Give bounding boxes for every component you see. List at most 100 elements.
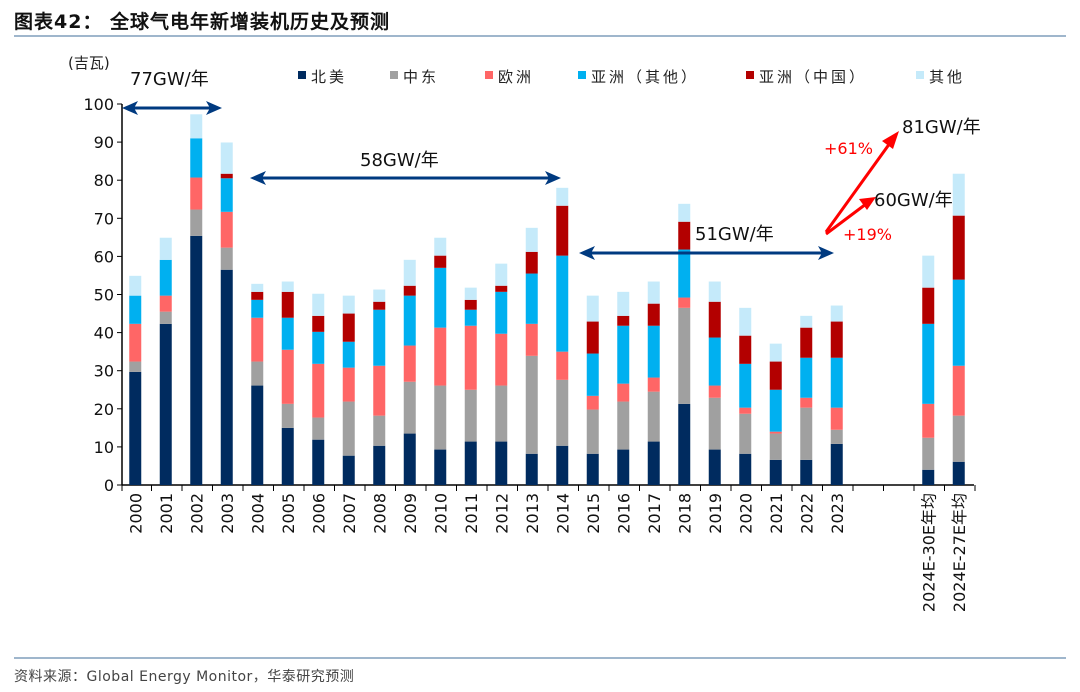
bar-segment: [373, 415, 386, 446]
x-tick-label: 2006: [309, 493, 328, 534]
bar-segment: [495, 291, 508, 334]
bar-segment: [769, 361, 782, 390]
bar-segment: [495, 285, 508, 292]
bar-segment: [312, 417, 325, 440]
x-tick-label: 2019: [706, 493, 725, 534]
annotation-58gw: 58GW/年: [360, 150, 439, 171]
bar-segment: [434, 237, 447, 256]
bar-segment: [830, 407, 843, 430]
bar-segment: [220, 142, 233, 174]
x-tick-label: 2021: [767, 493, 786, 534]
bar-segment: [739, 363, 752, 408]
bar-segment: [952, 215, 965, 280]
range-arrow-head: [579, 246, 595, 260]
bar-segment: [251, 283, 264, 292]
y-tick-label: 90: [94, 133, 114, 152]
bar-segment: [525, 251, 538, 274]
bar-segment: [312, 363, 325, 418]
bar-segment: [586, 453, 599, 485]
source-note: 资料来源：Global Energy Monitor，华泰研究预测: [14, 669, 355, 685]
bar-segment: [251, 299, 264, 318]
bar-segment: [922, 255, 935, 288]
bar-segment: [312, 315, 325, 332]
bar-segment: [800, 357, 813, 398]
y-tick-label: 20: [94, 400, 114, 419]
bar-segment: [434, 255, 447, 268]
legend-swatch: [746, 71, 754, 79]
bar-segment: [922, 437, 935, 470]
bar-segment: [342, 455, 355, 485]
bar-segment: [708, 449, 721, 485]
bar-segment: [556, 255, 569, 352]
bar-segment: [312, 331, 325, 364]
bar-segment: [403, 345, 416, 382]
bar-segment: [586, 395, 599, 410]
bar-segment: [678, 203, 691, 222]
bar-segment: [342, 341, 355, 368]
bar-segment: [190, 235, 203, 485]
annotation-plus-19: +19%: [843, 225, 892, 244]
x-tick-label: 2007: [340, 493, 359, 534]
bar-segment: [342, 295, 355, 314]
bar-segment: [800, 459, 813, 485]
bar-segment: [769, 389, 782, 432]
legend-swatch: [390, 71, 398, 79]
bar-segment: [464, 389, 477, 442]
legend-label: 亚洲（其他）: [591, 68, 699, 86]
bar-segment: [220, 269, 233, 485]
x-tick-label: 2015: [584, 493, 603, 534]
x-tick-label: 2020: [736, 493, 755, 534]
legend-label: 其他: [929, 68, 965, 86]
growth-arrow-61-head: [882, 131, 899, 149]
bar-segment: [495, 263, 508, 286]
range-arrow-head: [250, 171, 266, 185]
bar-segment: [373, 365, 386, 416]
bar-segment: [556, 445, 569, 485]
x-tick-label: 2005: [279, 493, 298, 534]
bar-segment: [556, 187, 569, 206]
y-axis-unit-label: (吉瓦): [68, 54, 110, 72]
y-tick-label: 50: [94, 286, 114, 305]
bar-segment: [159, 237, 172, 260]
bar-segment: [586, 295, 599, 322]
bar-segment: [251, 317, 264, 362]
bar-segment: [800, 327, 813, 358]
x-tick-label: 2010: [431, 493, 450, 534]
bar-segment: [647, 441, 660, 485]
y-tick-label: 60: [94, 247, 114, 266]
bar-segment: [830, 357, 843, 408]
bar-segment: [739, 453, 752, 485]
bar-segment: [190, 209, 203, 236]
range-arrow-head: [545, 171, 561, 185]
bar-segment: [159, 259, 172, 296]
legend-label: 中东: [403, 68, 439, 86]
bar-segment: [342, 367, 355, 402]
bar-segment: [647, 281, 660, 304]
bar-segment: [190, 177, 203, 210]
bar-segment: [617, 383, 630, 402]
bar-segment: [403, 381, 416, 434]
bar-segment: [800, 397, 813, 408]
bar-segment: [281, 281, 294, 292]
bar-segment: [373, 309, 386, 366]
bar-segment: [800, 315, 813, 328]
bar-segment: [495, 441, 508, 485]
bar-segment: [952, 279, 965, 366]
bar-segment: [525, 355, 538, 454]
bar-segment: [373, 445, 386, 485]
x-tick-label: 2002: [187, 493, 206, 534]
annotation-60gw: 60GW/年: [874, 190, 953, 211]
range-arrow-head: [818, 246, 834, 260]
x-tick-label: 2004: [248, 493, 267, 534]
bar-segment: [312, 293, 325, 316]
bar-segment: [220, 247, 233, 270]
bar-segment: [647, 377, 660, 392]
bar-segment: [251, 361, 264, 386]
bar-segment: [922, 403, 935, 438]
bar-segment: [708, 281, 721, 302]
bar-segment: [830, 443, 843, 485]
bar-segment: [464, 287, 477, 300]
growth-arrow-19-line: [825, 202, 867, 236]
bar-segment: [922, 469, 935, 485]
